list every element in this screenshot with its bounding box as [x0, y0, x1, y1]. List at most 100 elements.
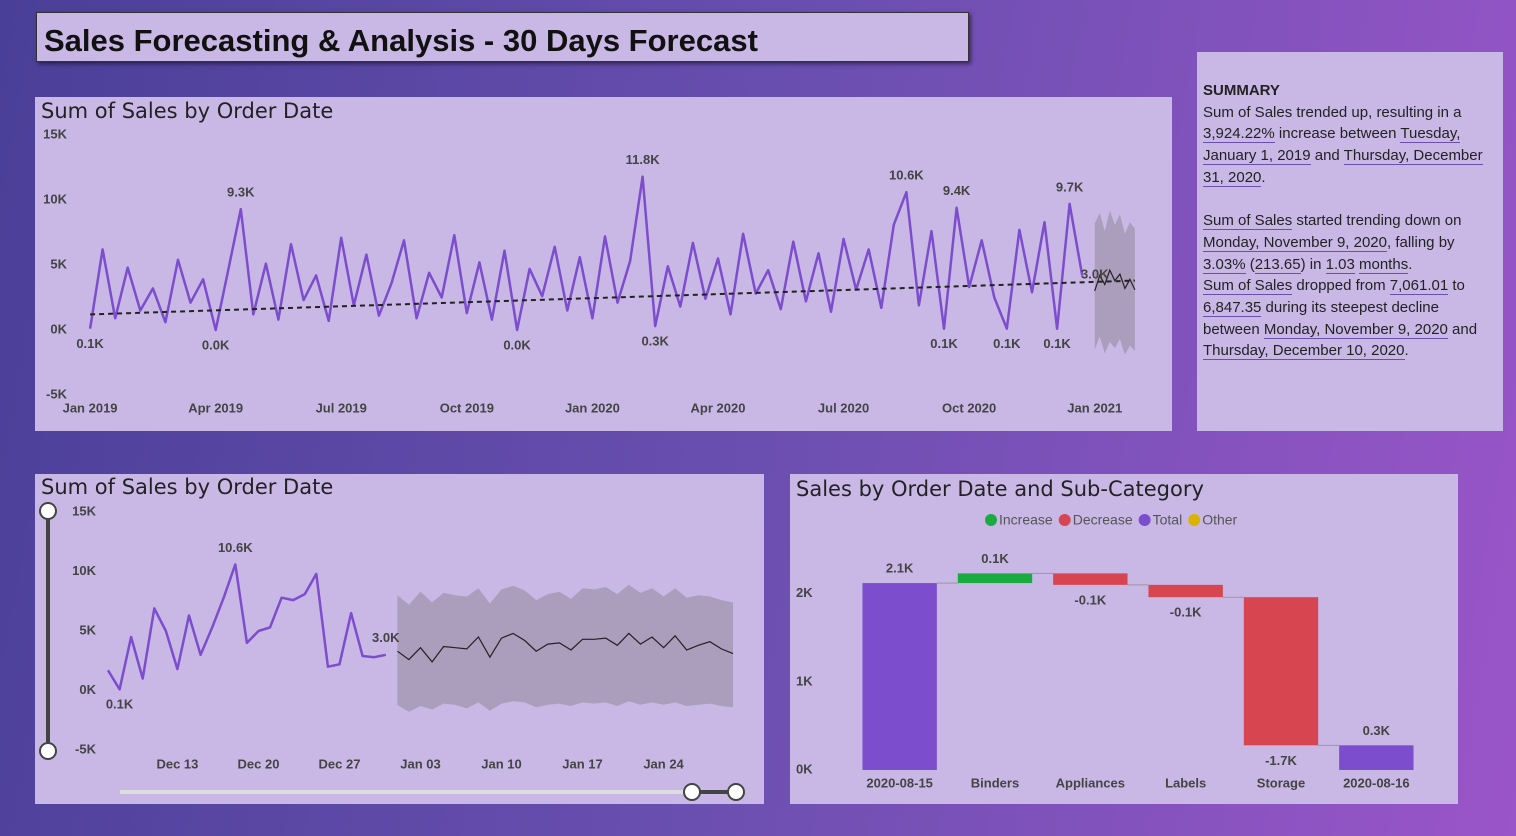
y-tick-label: -5K	[75, 741, 97, 756]
y-tick-label: 0K	[796, 761, 813, 776]
summary-link: Sum of Sales	[1203, 277, 1293, 296]
forecast-line	[397, 632, 734, 663]
range-slider-handle[interactable]	[39, 742, 57, 760]
bar	[1243, 597, 1319, 746]
summary-paragraph: Sum of Sales dropped from 7,061.01 to 6,…	[1203, 275, 1497, 362]
summary-text: ) in	[1300, 255, 1326, 273]
summary-text: .	[1408, 255, 1413, 273]
summary-text: Sum of Sales trended up, resulting in a	[1203, 103, 1462, 121]
data-label: 0.1K	[981, 551, 1009, 566]
summary-text: during its steepest decline between	[1203, 299, 1439, 338]
x-tick-label: Jul 2020	[818, 400, 869, 415]
data-label: 0.1K	[76, 336, 104, 351]
y-tick-label: 10K	[43, 191, 67, 206]
x-tick-label: Jul 2019	[316, 400, 367, 415]
bar	[1148, 584, 1223, 598]
data-label: 0.0K	[503, 337, 531, 352]
x-tick-label: Jan 17	[562, 756, 602, 771]
data-label: 0.3K	[1363, 723, 1391, 738]
summary-link: Thursday, December 31, 2020	[1203, 147, 1483, 187]
summary-link: months	[1359, 255, 1409, 274]
summary: SUMMARY Sum of Sales trended up, resulti…	[1197, 52, 1503, 431]
summary-text: to	[1448, 277, 1465, 295]
summary-text: , falling by	[1387, 233, 1455, 251]
summary-link: Monday, November 9, 2020	[1203, 233, 1387, 252]
data-label: 3.0K	[372, 630, 400, 645]
data-label: -1.7K	[1265, 753, 1297, 768]
summary-heading: SUMMARY	[1203, 82, 1280, 99]
data-label: 0.1K	[106, 697, 134, 712]
summary-paragraph: Sum of Sales trended up, resulting in a …	[1203, 102, 1497, 189]
data-label: 0.0K	[202, 337, 230, 352]
data-label: 0.1K	[993, 336, 1021, 351]
summary-link: 1.03	[1325, 255, 1355, 274]
summary-link: 3.03%	[1203, 255, 1246, 274]
x-tick-label: Apr 2020	[691, 400, 746, 415]
data-label: 3.0K	[1081, 266, 1109, 281]
data-label: 0.1K	[930, 336, 958, 351]
x-tick-label: Jan 10	[481, 756, 521, 771]
x-tick-label: Labels	[1165, 775, 1206, 790]
summary-link: 7,061.01	[1389, 277, 1449, 296]
x-tick-label: Jan 03	[400, 756, 440, 771]
forecast-line	[1094, 268, 1136, 292]
summary-text: .	[1404, 342, 1409, 360]
summary-text: .	[1261, 168, 1266, 186]
x-tick-label: Dec 20	[238, 756, 280, 771]
range-slider-handle[interactable]	[683, 783, 701, 801]
x-tick-label: Storage	[1257, 775, 1305, 790]
x-tick-label: Apr 2019	[188, 400, 243, 415]
data-label: 10.6K	[218, 540, 253, 555]
data-label: 9.4K	[943, 183, 971, 198]
y-tick-label: 15K	[43, 126, 67, 141]
trend-line	[90, 279, 1135, 316]
x-tick-label: Jan 2019	[63, 400, 118, 415]
y-tick-label: 1K	[796, 673, 813, 688]
legend-label: Decrease	[1073, 512, 1133, 528]
data-label: 10.6K	[889, 168, 924, 183]
forecast-band	[1094, 210, 1135, 355]
range-slider-handle[interactable]	[727, 783, 745, 801]
chart-title: Sales by Order Date and Sub-Category	[796, 477, 1204, 501]
summary-link: 3,924.22%	[1203, 125, 1275, 144]
data-label: 2.1K	[886, 561, 914, 576]
summary-link: Monday, November 9, 2020	[1263, 320, 1448, 339]
bar	[957, 573, 1033, 584]
summary-text: (	[1245, 255, 1255, 273]
bar	[862, 583, 937, 770]
y-tick-label: 5K	[50, 256, 67, 271]
y-tick-label: -5K	[46, 386, 68, 401]
x-tick-label: Binders	[971, 775, 1019, 790]
y-tick-label: 15K	[72, 503, 96, 518]
x-tick-label: 2020-08-16	[1343, 775, 1410, 790]
x-tick-label: Dec 27	[319, 756, 361, 771]
summary-link: 6,847.35	[1203, 299, 1262, 318]
sales-line	[88, 175, 1084, 332]
summary-link: Sum of Sales	[1203, 212, 1293, 231]
x-tick-label: Oct 2019	[440, 400, 494, 415]
chart-title: Sum of Sales by Order Date	[41, 99, 333, 123]
bar	[1053, 573, 1128, 585]
y-tick-label: 0K	[50, 321, 67, 336]
x-tick-label: Appliances	[1056, 775, 1125, 790]
data-label: -0.1K	[1170, 605, 1202, 620]
summary-text: and	[1310, 147, 1344, 165]
summary-text: increase between	[1274, 125, 1401, 143]
summary-paragraph: Sum of Sales started trending down on Mo…	[1203, 210, 1497, 275]
data-label: 0.3K	[641, 334, 669, 349]
bar	[1339, 745, 1414, 770]
legend-marker	[1188, 514, 1201, 526]
x-tick-label: Jan 2020	[565, 400, 620, 415]
summary-text: started trending down on	[1292, 212, 1462, 230]
legend-label: Other	[1202, 512, 1237, 528]
sales-line	[106, 563, 387, 691]
legend-marker	[1058, 514, 1071, 526]
summary-link: Thursday, December 10, 2020	[1203, 342, 1405, 361]
data-label: 9.7K	[1056, 179, 1084, 194]
summary-text: and	[1447, 320, 1478, 338]
range-slider-handle[interactable]	[39, 502, 57, 520]
legend-marker	[1138, 514, 1151, 526]
y-tick-label: 0K	[79, 682, 96, 697]
